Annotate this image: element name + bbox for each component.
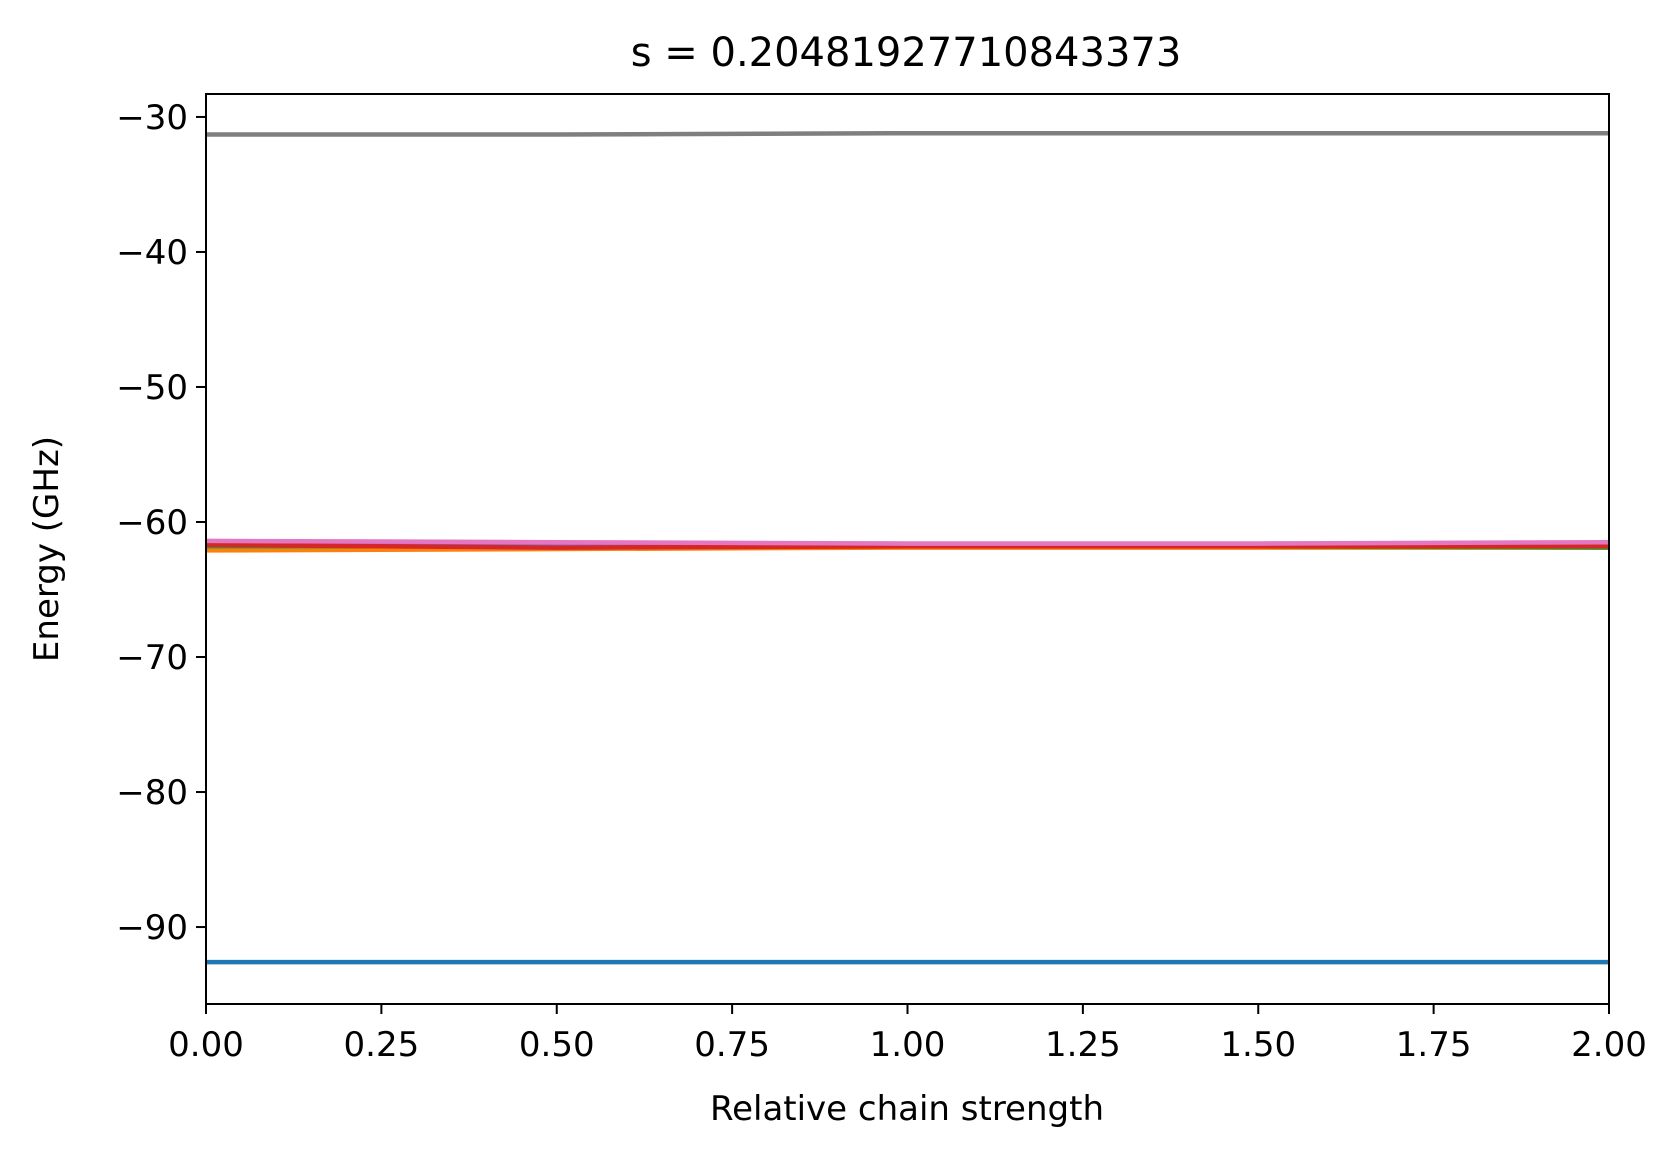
x-axis-title: Relative chain strength xyxy=(710,1089,1104,1129)
x-tick-label: 0.50 xyxy=(519,1025,595,1065)
x-tick-label: 2.00 xyxy=(1571,1025,1647,1065)
y-tick-label: −80 xyxy=(116,773,188,813)
x-axis: 0.00 0.25 0.50 0.75 1.00 1.25 1.50 1.75 2.00 xyxy=(168,1004,1647,1065)
y-axis: −90 −80 −70 −60 −50 −40 −30 xyxy=(116,98,206,948)
x-tick-label: 1.50 xyxy=(1220,1025,1296,1065)
x-tick-label: 1.00 xyxy=(870,1025,946,1065)
y-tick-label: −40 xyxy=(116,233,188,273)
y-tick-label: −30 xyxy=(116,98,188,138)
y-tick-label: −90 xyxy=(116,908,188,948)
x-tick-label: 1.25 xyxy=(1045,1025,1121,1065)
y-tick-label: −60 xyxy=(116,503,188,543)
x-tick-label: 0.75 xyxy=(694,1025,770,1065)
series-line-7 xyxy=(206,130,1609,137)
series-line-5 xyxy=(205,542,1609,550)
series-layer xyxy=(205,130,1610,965)
x-tick-label: 0.25 xyxy=(344,1025,420,1065)
series-line-6 xyxy=(205,538,1610,546)
y-axis-title: Energy (GHz) xyxy=(27,436,67,662)
y-tick-label: −70 xyxy=(116,638,188,678)
chart-title: s = 0.20481927710843373 xyxy=(631,30,1182,76)
x-tick-label: 1.75 xyxy=(1396,1025,1472,1065)
x-tick-label: 0.00 xyxy=(168,1025,244,1065)
y-tick-label: −50 xyxy=(116,368,188,408)
